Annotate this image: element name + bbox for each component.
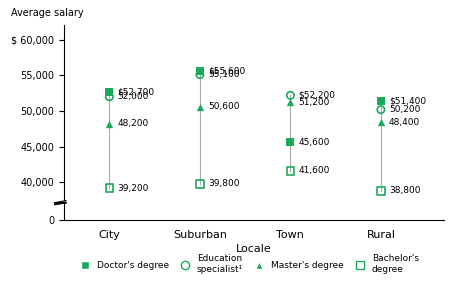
Text: $51,400: $51,400 bbox=[389, 96, 426, 105]
Text: Average salary: Average salary bbox=[11, 8, 83, 18]
Text: 50,200: 50,200 bbox=[389, 105, 420, 114]
Point bbox=[106, 122, 113, 126]
Text: 50,600: 50,600 bbox=[208, 102, 240, 111]
Text: 55,100: 55,100 bbox=[208, 70, 240, 79]
Text: 51,200: 51,200 bbox=[299, 98, 330, 107]
Point bbox=[377, 189, 385, 193]
Text: 39,800: 39,800 bbox=[208, 179, 240, 188]
Text: $55,600: $55,600 bbox=[208, 67, 245, 76]
Point bbox=[377, 120, 385, 125]
Point bbox=[287, 93, 294, 98]
Point bbox=[287, 169, 294, 173]
Text: 45,600: 45,600 bbox=[299, 138, 330, 147]
Point bbox=[196, 72, 203, 77]
Text: 39,200: 39,200 bbox=[118, 184, 149, 193]
Point bbox=[106, 94, 113, 99]
Point bbox=[196, 69, 203, 73]
Point bbox=[287, 140, 294, 145]
Point bbox=[377, 99, 385, 103]
Point bbox=[106, 89, 113, 94]
X-axis label: Locale: Locale bbox=[236, 244, 272, 254]
Point bbox=[196, 182, 203, 186]
Text: 38,800: 38,800 bbox=[389, 186, 420, 195]
Text: 48,200: 48,200 bbox=[118, 119, 149, 128]
Legend: Doctor's degree, Education
specialist¹, Master's degree, Bachelor's
degree: Doctor's degree, Education specialist¹, … bbox=[72, 251, 422, 277]
Text: $52,200: $52,200 bbox=[299, 91, 336, 100]
Point bbox=[377, 107, 385, 112]
Point bbox=[106, 186, 113, 190]
Text: 48,400: 48,400 bbox=[389, 118, 420, 127]
Point bbox=[287, 100, 294, 105]
Point bbox=[196, 105, 203, 109]
Text: 52,000: 52,000 bbox=[118, 92, 149, 101]
Text: 41,600: 41,600 bbox=[299, 166, 330, 175]
Text: $52,700: $52,700 bbox=[118, 87, 155, 96]
